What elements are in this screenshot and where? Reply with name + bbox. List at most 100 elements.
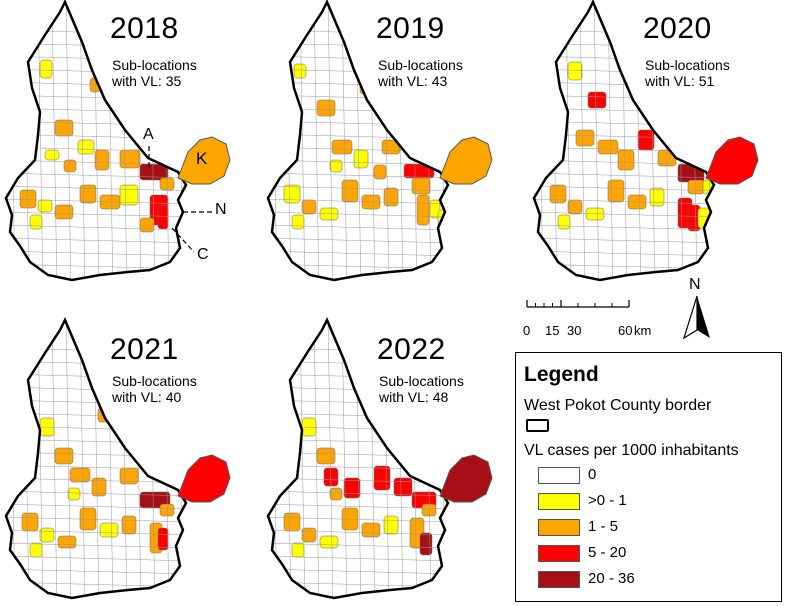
vl-count-2022: with VL: 48 <box>379 389 449 405</box>
sub-location-patch <box>157 204 169 230</box>
sub-locations-label-2020: Sub-locations <box>645 57 730 73</box>
sub-location-patch <box>119 184 139 206</box>
sub-location-patch <box>411 177 431 195</box>
sub-location-patch <box>383 187 399 207</box>
sub-location-patch <box>361 522 381 538</box>
sub-location-patch <box>383 515 399 535</box>
sub-location-patch <box>549 184 567 204</box>
sub-location-patch <box>649 187 665 207</box>
sub-location-patch <box>416 194 430 226</box>
annotation-n: N <box>215 201 227 218</box>
sub-location-patch <box>429 199 441 219</box>
k-region <box>439 136 493 185</box>
k-region <box>177 136 231 185</box>
legend-swatch-2 <box>538 519 580 536</box>
sub-location-patch <box>587 91 607 109</box>
vl-count-2020: with VL: 51 <box>645 73 715 89</box>
legend-border-label: West Pokot County border <box>524 397 712 414</box>
sub-location-patch <box>39 59 53 79</box>
county-border <box>532 0 716 282</box>
sub-location-patch <box>79 184 97 204</box>
sub-location-patch <box>19 189 37 209</box>
sub-location-patch <box>687 179 705 195</box>
sub-location-patch <box>44 149 60 161</box>
annotation-leader-lines <box>148 146 212 253</box>
sub-location-patch <box>341 179 359 203</box>
legend-swatch-1 <box>538 493 580 510</box>
sub-location-patch <box>54 204 74 220</box>
sub-location-patch <box>353 149 369 169</box>
county-border <box>4 317 188 600</box>
annotation-k: K <box>196 149 208 168</box>
legend-class-0: 0 <box>588 466 597 483</box>
sub-location-patch <box>637 129 655 151</box>
county-border <box>266 0 450 282</box>
sub-location-patch <box>329 159 343 173</box>
scale-tick-0: 0 <box>523 323 531 338</box>
scale-bar <box>526 300 630 308</box>
year-title-2019: 2019 <box>376 12 445 45</box>
sub-location-patch <box>67 487 81 501</box>
sub-location-patch <box>677 163 705 183</box>
north-arrow-icon <box>682 295 710 340</box>
sub-location-patch <box>283 512 301 532</box>
sub-location-patch <box>373 164 387 180</box>
sub-location-patch <box>99 522 119 538</box>
scale-tick-30: 30 <box>567 323 582 338</box>
sub-locations-label-2021: Sub-locations <box>112 373 197 389</box>
sub-locations-label-2022: Sub-locations <box>379 373 464 389</box>
legend-swatch-4 <box>538 571 580 588</box>
sub-location-patch <box>373 465 391 491</box>
sub-location-patch <box>575 129 595 147</box>
legend-class-2: 1 - 5 <box>588 518 619 535</box>
sub-location-patch <box>329 487 343 501</box>
vl-count-2018: with VL: 35 <box>112 73 182 89</box>
scale-tick-60: 60 <box>618 323 633 338</box>
sub-location-patch <box>283 184 301 204</box>
legend-class-4: 20 - 36 <box>588 570 635 587</box>
sub-location-patch <box>607 179 625 203</box>
sub-location-patch <box>343 477 361 499</box>
legend-class-1: >0 - 1 <box>588 492 627 509</box>
sub-location-patch <box>419 532 433 556</box>
sub-location-patch <box>567 199 583 215</box>
sub-location-patch <box>393 477 413 497</box>
sub-location-patch <box>54 447 74 465</box>
sub-location-patch <box>597 139 619 155</box>
k-region <box>705 136 759 185</box>
sub-location-patch <box>39 527 55 543</box>
annotation-c: C <box>197 246 209 263</box>
sub-location-patch <box>557 214 571 230</box>
year-title-2022: 2022 <box>377 333 446 366</box>
k-region <box>177 454 231 503</box>
scale-unit: km <box>634 323 652 338</box>
sub-location-patch <box>291 214 305 230</box>
sub-location-patch <box>617 149 635 171</box>
sub-locations-label-2018: Sub-locations <box>112 57 197 73</box>
legend-swatch-3 <box>538 545 580 562</box>
map-2018 <box>4 0 231 282</box>
sub-location-patch <box>316 99 336 117</box>
north-label: N <box>689 276 701 293</box>
year-title-2018: 2018 <box>110 12 179 45</box>
sub-location-patch <box>63 159 77 173</box>
year-title-2021: 2021 <box>110 333 179 366</box>
scale-tick-15: 15 <box>545 323 560 338</box>
map-2020 <box>532 0 759 282</box>
sub-location-patch <box>57 535 77 549</box>
vl-count-2021: with VL: 40 <box>112 389 182 405</box>
legend-swatch-0 <box>538 467 580 484</box>
sub-location-patch <box>157 527 169 551</box>
legend-cases-label: VL cases per 1000 inhabitants <box>524 442 739 459</box>
sub-location-patch <box>331 139 353 155</box>
sub-location-patch <box>301 527 317 543</box>
legend-border-symbol <box>526 419 549 432</box>
map-2022 <box>266 317 493 600</box>
legend-box: Legend West Pokot County border VL cases… <box>515 352 782 602</box>
map-2019 <box>266 0 493 282</box>
sub-locations-label-2019: Sub-locations <box>378 57 463 73</box>
sub-location-patch <box>319 535 339 549</box>
sub-location-patch <box>21 512 39 532</box>
county-border <box>4 0 188 282</box>
sub-location-patch <box>29 542 43 558</box>
